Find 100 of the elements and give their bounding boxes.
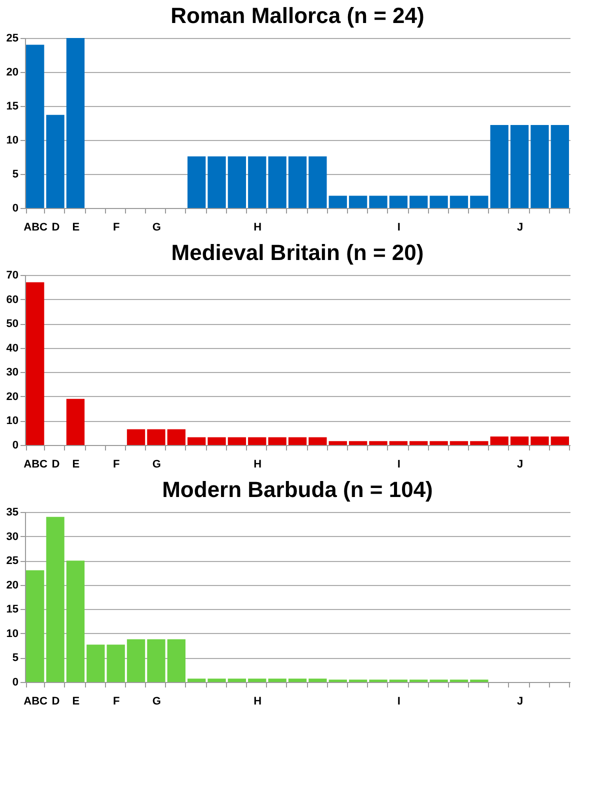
y-tick-label: 40 [6,342,18,354]
x-tick-label: F [112,458,120,470]
bar [187,437,206,445]
bar [208,156,226,208]
bar [208,437,226,445]
chart-title: Modern Barbuda (n = 104) [162,477,433,502]
bar [66,38,85,208]
x-tick-label: D [52,696,60,708]
bar [26,282,44,445]
x-tick-label: D [52,458,60,470]
bar [167,429,186,445]
x-tick-label: ABC [24,222,48,234]
bar [106,644,125,682]
bar [308,156,327,208]
x-tick-label: G [152,222,161,234]
bar [389,196,408,208]
bar [450,196,468,208]
x-tick-label: ABC [24,696,48,708]
bar [348,441,368,445]
bar [46,114,64,208]
bar [389,441,408,445]
bar [450,441,468,445]
bar [470,441,488,445]
y-tick-label: 30 [6,366,18,379]
x-tick-label: F [112,222,120,234]
x-tick-label: G [152,696,161,708]
x-tick-label: E [72,222,80,234]
y-tick-label: 10 [6,415,18,428]
bar [208,678,226,682]
bar [288,678,307,682]
bar [147,639,166,682]
y-tick-label: 25 [6,555,18,568]
x-tick-label: I [397,458,400,470]
bar [228,437,246,445]
bar [510,436,529,445]
bar [328,196,347,208]
x-tick-label: H [254,222,262,234]
chart-title: Medieval Britain (n = 20) [171,240,424,265]
bar [86,644,105,682]
y-tick-label: 0 [12,440,18,452]
x-tick-label: F [112,696,120,708]
x-tick-label: ABC [24,458,48,470]
x-tick-label: J [516,696,524,708]
y-tick-label: 60 [6,294,18,306]
x-tick-label: J [516,222,524,234]
bar [187,678,206,682]
y-tick-label: 25 [6,32,18,44]
bar [268,678,286,682]
y-tick-label: 15 [6,604,18,616]
bar [66,560,85,682]
bar [328,441,347,445]
x-tick-label: G [152,458,161,470]
y-tick-label: 20 [6,66,18,78]
y-tick-label: 10 [6,134,18,146]
bar [268,437,286,445]
bar [490,125,508,208]
bar [126,639,146,682]
bar [248,678,266,682]
bar [268,156,286,208]
bar [510,125,529,208]
y-tick-label: 20 [6,579,18,592]
bar [550,125,569,208]
x-tick-label: E [72,458,80,470]
y-tick-label: 30 [6,530,18,543]
x-tick-label: I [397,696,400,708]
y-tick-label: 70 [6,270,18,282]
y-tick-label: 0 [12,676,18,688]
bar [26,570,44,682]
x-tick-label: J [516,458,524,470]
x-tick-label: E [72,696,80,708]
bar [66,398,85,445]
bar [248,437,266,445]
bar [308,437,327,445]
bar [530,436,549,445]
y-tick-label: 5 [12,168,18,180]
bar [147,429,166,445]
bar [46,516,64,682]
bar [167,639,186,682]
bar [248,156,266,208]
bar [369,196,388,208]
y-tick-label: 50 [6,318,18,330]
bar [550,436,569,445]
bar [288,437,307,445]
bar [369,441,388,445]
y-tick-label: 20 [6,390,18,403]
bar [410,441,428,445]
bar [26,44,44,208]
bar [228,156,246,208]
bar [348,196,368,208]
bar [187,156,206,208]
y-tick-label: 15 [6,100,18,112]
x-tick-label: D [52,222,60,234]
bar [410,196,428,208]
bar [288,156,307,208]
bar [530,125,549,208]
y-tick-label: 35 [6,506,18,518]
bar [430,441,448,445]
bar [228,678,246,682]
bar [490,436,508,445]
bar [430,196,448,208]
